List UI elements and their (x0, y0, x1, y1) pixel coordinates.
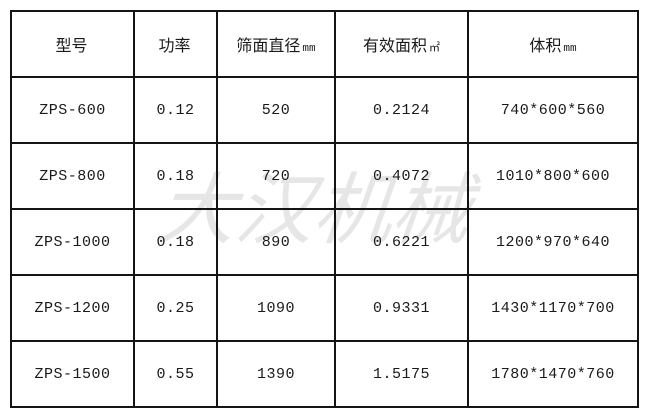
cell-model: ZPS-1200 (10, 274, 135, 342)
cell-area: 1.5175 (334, 340, 469, 408)
cell-diameter: 720 (216, 142, 336, 210)
cell-diameter: 1090 (216, 274, 336, 342)
cell-volume: 1780*1470*760 (467, 340, 639, 408)
cell-power: 0.18 (133, 208, 218, 276)
cell-volume: 1430*1170*700 (467, 274, 639, 342)
cell-area: 0.2124 (334, 76, 469, 144)
cell-power: 0.55 (133, 340, 218, 408)
cell-diameter: 1390 (216, 340, 336, 408)
cell-model: ZPS-1000 (10, 208, 135, 276)
column-header-volume: 体积 mm (467, 10, 639, 78)
header-label: 功率 (158, 38, 191, 56)
cell-power: 0.18 (133, 142, 218, 210)
cell-model: ZPS-600 (10, 76, 135, 144)
header-unit: ㎡ (429, 43, 440, 55)
cell-area: 0.9331 (334, 274, 469, 342)
header-unit: mm (302, 43, 316, 55)
cell-area: 0.6221 (334, 208, 469, 276)
table-body: ZPS-600 0.12 520 0.2124 740*600*560 ZPS-… (10, 76, 639, 408)
cell-model: ZPS-1500 (10, 340, 135, 408)
column-header-power: 功率 (133, 10, 218, 78)
column-header-model: 型号 (10, 10, 135, 78)
table-row: ZPS-800 0.18 720 0.4072 1010*800*600 (10, 142, 639, 210)
table-row: ZPS-1500 0.55 1390 1.5175 1780*1470*760 (10, 340, 639, 408)
table-row: ZPS-1000 0.18 890 0.6221 1200*970*640 (10, 208, 639, 276)
cell-model: ZPS-800 (10, 142, 135, 210)
cell-volume: 1010*800*600 (467, 142, 639, 210)
cell-volume: 740*600*560 (467, 76, 639, 144)
header-label: 体积 (529, 38, 562, 56)
header-unit: mm (563, 43, 577, 55)
table-row: ZPS-600 0.12 520 0.2124 740*600*560 (10, 76, 639, 144)
header-label: 筛面直径 (236, 38, 301, 56)
cell-power: 0.25 (133, 274, 218, 342)
header-label: 型号 (55, 38, 88, 56)
cell-area: 0.4072 (334, 142, 469, 210)
cell-diameter: 520 (216, 76, 336, 144)
column-header-screen-diameter: 筛面直径 mm (216, 10, 336, 78)
header-label: 有效面积 (362, 38, 427, 56)
table-row: ZPS-1200 0.25 1090 0.9331 1430*1170*700 (10, 274, 639, 342)
cell-volume: 1200*970*640 (467, 208, 639, 276)
cell-power: 0.12 (133, 76, 218, 144)
cell-diameter: 890 (216, 208, 336, 276)
